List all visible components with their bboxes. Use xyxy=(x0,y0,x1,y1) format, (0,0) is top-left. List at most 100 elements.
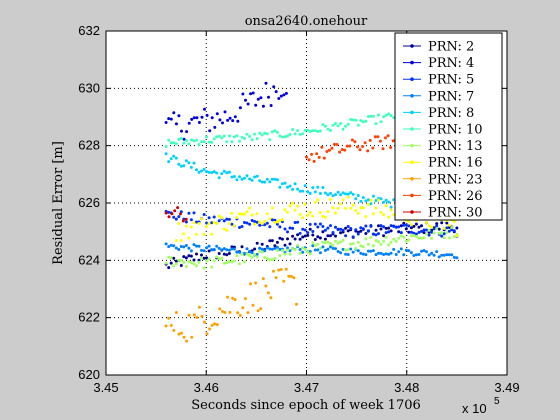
data-point xyxy=(249,282,252,286)
data-point xyxy=(356,145,359,149)
data-point xyxy=(306,128,310,132)
data-point xyxy=(316,248,320,252)
data-point xyxy=(293,237,297,241)
data-point xyxy=(174,217,178,221)
data-point xyxy=(331,244,335,247)
x-tick-label: 3.45 xyxy=(93,380,118,395)
data-point xyxy=(230,140,234,144)
data-point xyxy=(177,162,181,166)
data-point xyxy=(238,175,241,179)
data-point xyxy=(364,119,368,123)
data-point xyxy=(254,103,258,107)
data-point xyxy=(412,234,416,237)
data-point xyxy=(182,164,186,168)
data-point xyxy=(316,225,320,229)
data-point xyxy=(303,234,307,238)
data-point xyxy=(346,225,350,228)
data-point xyxy=(425,228,428,232)
data-point xyxy=(371,232,375,236)
data-point xyxy=(174,262,178,266)
data-point xyxy=(225,261,229,265)
data-point xyxy=(382,115,386,119)
data-point xyxy=(251,303,255,307)
data-point xyxy=(303,228,307,232)
data-point xyxy=(286,185,289,189)
data-point xyxy=(202,213,206,216)
data-point xyxy=(364,224,368,228)
series-prn-4 xyxy=(164,81,288,141)
data-point xyxy=(318,222,322,226)
data-point xyxy=(215,112,219,116)
data-point xyxy=(235,178,239,182)
data-point xyxy=(336,241,340,245)
data-point xyxy=(232,224,236,228)
data-point xyxy=(323,215,327,219)
data-point xyxy=(205,246,209,250)
data-point xyxy=(255,255,259,259)
data-point xyxy=(212,220,216,224)
data-point xyxy=(174,156,178,160)
data-point xyxy=(374,206,378,210)
data-point xyxy=(417,225,421,229)
data-point xyxy=(344,226,348,230)
data-point xyxy=(225,228,229,232)
data-point xyxy=(167,266,171,270)
data-point xyxy=(205,221,209,225)
data-point xyxy=(369,198,373,202)
data-point xyxy=(349,227,353,230)
data-point xyxy=(389,205,393,209)
data-point xyxy=(265,257,269,261)
data-point xyxy=(189,261,193,265)
data-point xyxy=(341,198,345,202)
data-point xyxy=(200,217,203,221)
data-point xyxy=(305,155,308,159)
data-point xyxy=(172,244,176,248)
data-point xyxy=(288,184,292,188)
data-point xyxy=(260,222,264,226)
data-point xyxy=(245,221,249,225)
data-point xyxy=(258,246,262,250)
data-point xyxy=(329,234,332,238)
data-point xyxy=(205,135,209,139)
data-point xyxy=(169,256,173,260)
data-point xyxy=(200,314,204,318)
data-point xyxy=(349,191,353,195)
data-point xyxy=(442,232,446,236)
data-point xyxy=(291,128,295,131)
data-point xyxy=(212,170,216,174)
data-point xyxy=(339,193,343,197)
data-point xyxy=(430,251,434,255)
data-point xyxy=(296,243,300,247)
data-point xyxy=(414,232,418,236)
data-point xyxy=(205,113,209,117)
data-point xyxy=(195,220,198,224)
data-point xyxy=(268,239,272,243)
data-point xyxy=(189,249,193,253)
data-point xyxy=(245,174,249,178)
data-point xyxy=(255,252,259,256)
data-point xyxy=(354,118,358,122)
data-point xyxy=(311,129,315,133)
data-point xyxy=(351,250,355,254)
data-point xyxy=(420,224,423,228)
data-point xyxy=(264,284,268,288)
data-point xyxy=(369,249,373,253)
data-point xyxy=(425,232,428,236)
data-point xyxy=(315,152,319,156)
data-point xyxy=(197,222,201,225)
data-point xyxy=(174,142,178,146)
data-point xyxy=(220,310,224,313)
data-point xyxy=(392,213,396,217)
data-point xyxy=(202,232,206,236)
data-point xyxy=(270,206,274,210)
legend-label: PRN: 5 xyxy=(428,73,474,88)
data-point xyxy=(284,91,288,95)
data-point xyxy=(279,94,283,98)
y-tick-label: 622 xyxy=(78,310,100,325)
data-point xyxy=(427,233,431,237)
data-point xyxy=(280,135,284,139)
data-point xyxy=(318,192,322,195)
data-point xyxy=(298,189,302,193)
data-point xyxy=(220,172,224,176)
data-point xyxy=(213,322,217,326)
